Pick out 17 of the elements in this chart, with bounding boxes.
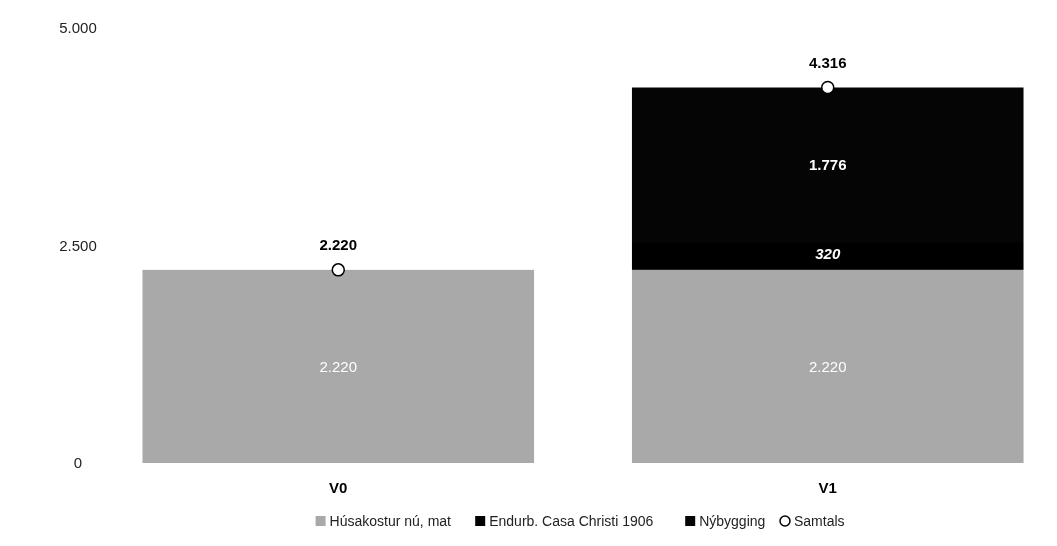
legend-label: Samtals (794, 513, 845, 529)
bar (142, 269, 535, 463)
x-tick-label: V1 (818, 479, 837, 496)
data-label: 2.220 (808, 357, 847, 375)
data-label: 1.776 (808, 156, 847, 174)
legend-label: Endurb. Casa Christi 1906 (489, 513, 654, 529)
bar (631, 269, 1024, 463)
y-tick-label: 0 (73, 454, 83, 472)
legend-label: Húsakostur nú, mat (329, 513, 452, 529)
legend-label: Nýbygging (699, 513, 766, 529)
y-tick-label: 2.500 (59, 236, 97, 254)
data-label: 4.316 (808, 53, 847, 71)
x-tick-label: V0 (329, 479, 348, 496)
data-label: 320 (815, 245, 841, 263)
data-label: 2.220 (319, 235, 358, 253)
data-label: 2.220 (319, 357, 358, 375)
y-tick-label: 5.000 (59, 19, 97, 37)
